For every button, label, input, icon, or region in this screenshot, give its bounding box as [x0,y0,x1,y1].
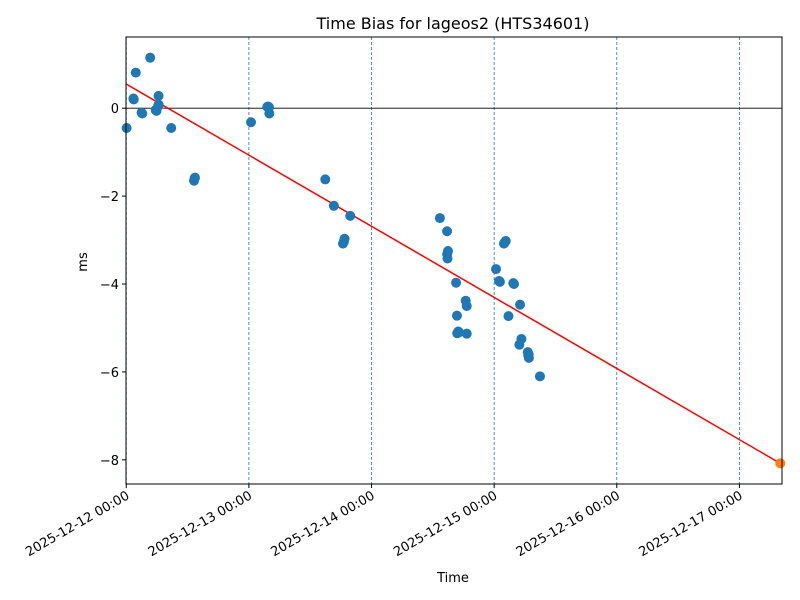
data-point [494,276,505,287]
data-point [451,277,462,288]
y-axis-ticks: 0 −2 −4 −6 −8 [100,102,126,469]
data-point [461,300,472,311]
data-point [442,226,453,237]
data-point [516,333,527,344]
y-tick-label: −6 [100,366,119,381]
data-point [153,90,164,101]
data-point [128,94,139,105]
y-tick-label: −2 [100,190,119,205]
data-point [508,279,519,290]
data-point [339,233,350,244]
data-point [121,122,132,133]
data-point [130,67,141,78]
y-tick-label: −4 [100,278,119,293]
data-point [523,349,534,360]
data-point [246,117,257,128]
x-axis-label: Time [436,571,469,586]
line-layer [125,83,781,464]
data-point [137,108,148,119]
data-point [775,458,786,469]
data-point [503,311,514,322]
data-point [434,213,445,224]
data-point [145,52,156,63]
data-point [515,299,526,310]
data-point [264,108,275,119]
fit-line [125,83,781,464]
data-point [534,371,545,382]
data-point [189,172,200,183]
data-point [345,210,356,221]
data-point [451,310,462,321]
plot-area [121,37,786,484]
data-point [491,264,502,275]
chart-title: Time Bias for lageos2 (HTS34601) [316,14,590,33]
data-point [461,328,472,339]
data-point [320,174,331,185]
plot-frame [125,36,783,485]
data-point [166,122,177,133]
y-axis-label: ms [76,252,91,272]
data-point [153,101,164,112]
data-point [442,253,453,264]
point-layer [121,52,786,469]
data-point [499,237,510,248]
y-tick-label: −8 [100,454,119,469]
data-point [442,246,453,257]
y-tick-label: 0 [111,102,119,117]
data-point [328,200,339,211]
data-point [454,327,465,338]
